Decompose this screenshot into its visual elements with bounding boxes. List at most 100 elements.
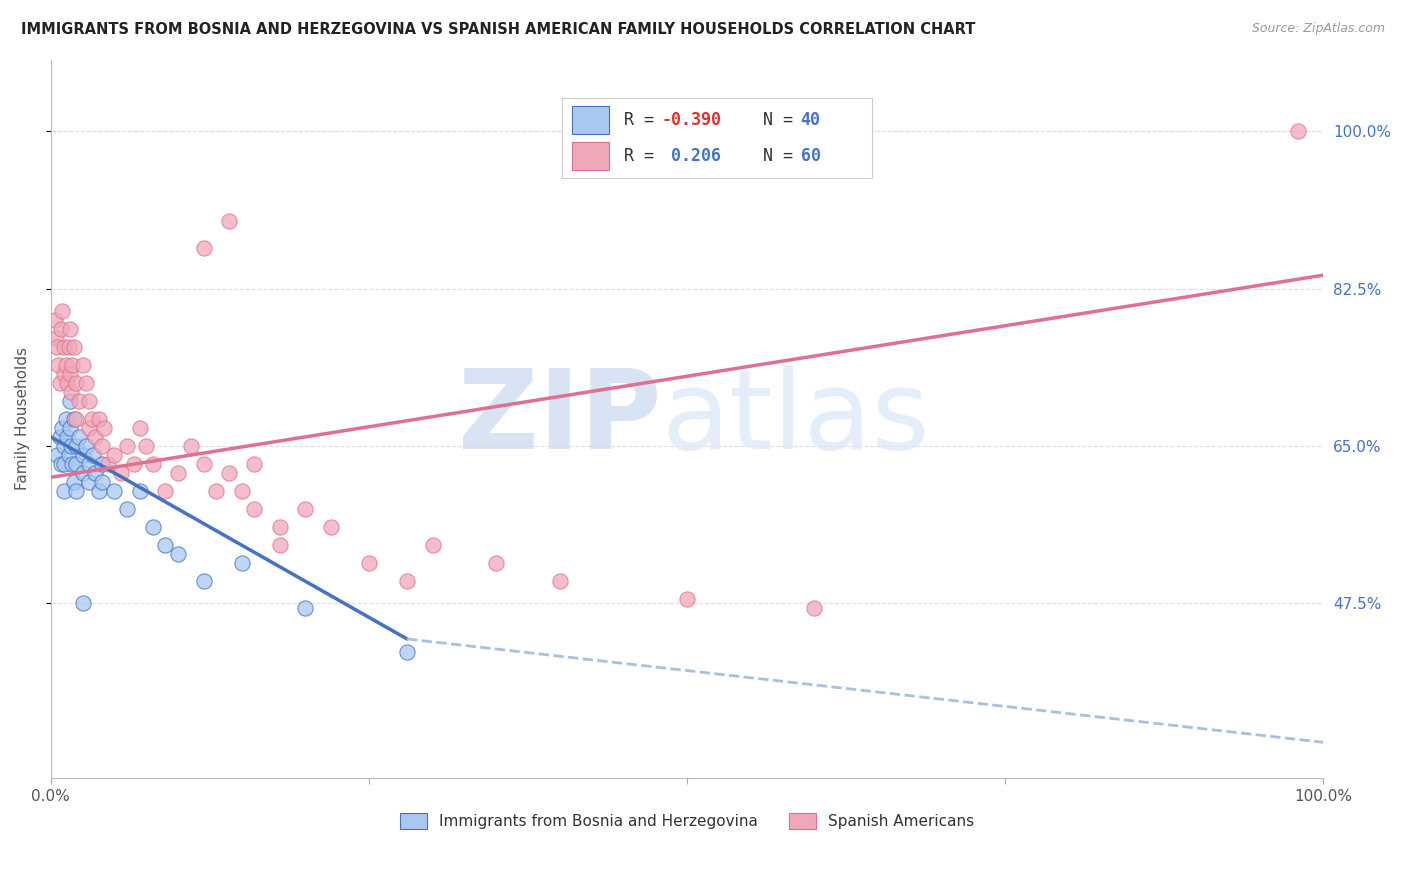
- Point: [155, 483, 177, 498]
- Point: [59, 367, 82, 381]
- Point: [65, 376, 87, 390]
- Text: 0.206: 0.206: [661, 147, 721, 165]
- Point: [56, 376, 79, 390]
- Point: [193, 241, 215, 255]
- Text: IMMIGRANTS FROM BOSNIA AND HERZEGOVINA VS SPANISH AMERICAN FAMILY HOUSEHOLDS COR: IMMIGRANTS FROM BOSNIA AND HERZEGOVINA V…: [21, 22, 976, 37]
- Point: [357, 556, 380, 570]
- Point: [67, 430, 90, 444]
- Point: [243, 501, 266, 516]
- Point: [269, 538, 291, 552]
- Point: [90, 439, 112, 453]
- Point: [129, 483, 152, 498]
- Point: [90, 457, 112, 471]
- Point: [72, 596, 94, 610]
- Point: [51, 421, 73, 435]
- Text: atlas: atlas: [662, 366, 931, 473]
- Point: [62, 412, 84, 426]
- Point: [269, 519, 291, 533]
- Point: [167, 547, 190, 561]
- Point: [803, 600, 825, 615]
- Point: [58, 448, 80, 462]
- Point: [48, 376, 70, 390]
- Point: [396, 645, 419, 659]
- Point: [48, 430, 70, 444]
- Point: [60, 384, 83, 399]
- Point: [72, 358, 94, 372]
- Point: [319, 519, 342, 533]
- Point: [52, 340, 75, 354]
- Point: [52, 483, 75, 498]
- Point: [193, 457, 215, 471]
- Point: [77, 475, 100, 489]
- Point: [135, 439, 157, 453]
- Point: [45, 331, 67, 345]
- Point: [52, 367, 75, 381]
- Point: [77, 421, 100, 435]
- Point: [422, 538, 444, 552]
- Point: [77, 457, 100, 471]
- Point: [77, 393, 100, 408]
- Point: [55, 412, 77, 426]
- Point: [62, 457, 84, 471]
- Point: [44, 313, 66, 327]
- Point: [75, 376, 97, 390]
- Point: [48, 358, 70, 372]
- Point: [122, 457, 145, 471]
- Point: [62, 475, 84, 489]
- Point: [46, 340, 69, 354]
- Point: [218, 214, 240, 228]
- Point: [142, 457, 165, 471]
- Point: [52, 457, 75, 471]
- Point: [80, 412, 103, 426]
- Point: [65, 439, 87, 453]
- Bar: [572, 142, 609, 170]
- Point: [129, 421, 152, 435]
- Point: [89, 483, 111, 498]
- Text: R =: R =: [624, 111, 664, 128]
- Point: [115, 439, 138, 453]
- Legend: Immigrants from Bosnia and Herzegovina, Spanish Americans: Immigrants from Bosnia and Herzegovina, …: [394, 807, 980, 835]
- Point: [103, 448, 125, 462]
- Point: [62, 358, 84, 372]
- Y-axis label: Family Households: Family Households: [15, 347, 30, 491]
- Point: [205, 483, 228, 498]
- Text: ZIP: ZIP: [458, 366, 662, 473]
- Point: [46, 448, 69, 462]
- Point: [243, 457, 266, 471]
- Point: [58, 340, 80, 354]
- Point: [82, 448, 104, 462]
- Point: [90, 475, 112, 489]
- Point: [155, 538, 177, 552]
- Point: [59, 393, 82, 408]
- Point: [62, 340, 84, 354]
- Point: [59, 322, 82, 336]
- Point: [396, 574, 419, 588]
- Point: [142, 519, 165, 533]
- Point: [1286, 124, 1309, 138]
- Point: [97, 457, 120, 471]
- Point: [84, 466, 107, 480]
- Point: [49, 322, 72, 336]
- Point: [89, 412, 111, 426]
- Point: [51, 304, 73, 318]
- Point: [231, 556, 253, 570]
- Point: [65, 457, 87, 471]
- Point: [294, 501, 316, 516]
- Point: [72, 466, 94, 480]
- Point: [485, 556, 508, 570]
- Point: [93, 421, 115, 435]
- Point: [84, 430, 107, 444]
- Point: [115, 501, 138, 516]
- Text: R =: R =: [624, 147, 664, 165]
- Point: [65, 412, 87, 426]
- Point: [110, 466, 132, 480]
- Point: [218, 466, 240, 480]
- Point: [49, 457, 72, 471]
- Text: 60: 60: [800, 147, 821, 165]
- Point: [65, 483, 87, 498]
- Point: [167, 466, 190, 480]
- Point: [294, 600, 316, 615]
- Point: [75, 439, 97, 453]
- Point: [103, 483, 125, 498]
- Point: [548, 574, 571, 588]
